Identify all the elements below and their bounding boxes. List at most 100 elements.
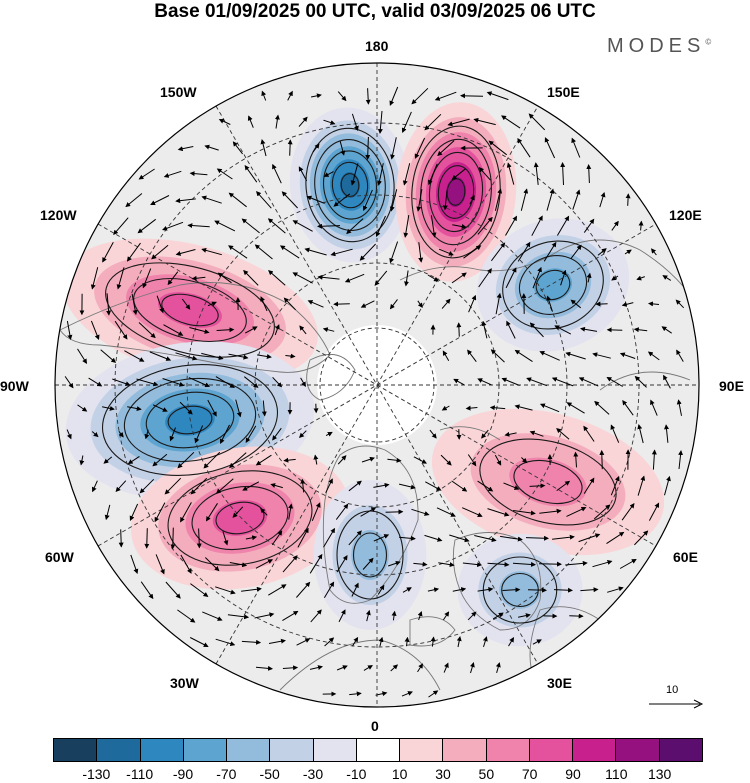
wind-vector [283, 457, 296, 463]
wind-vector [619, 352, 636, 359]
wind-vector [571, 137, 581, 158]
wind-vector [64, 376, 74, 389]
wind-vector [488, 140, 508, 156]
wind-vector [529, 322, 544, 338]
wind-vector [417, 300, 423, 309]
colorbar-tick-label: 10 [391, 766, 408, 782]
contour-line [502, 240, 604, 330]
wind-vector [572, 189, 581, 210]
wind-vector [137, 218, 157, 234]
wind-vector [413, 456, 427, 464]
wind-vector [514, 349, 533, 363]
wind-vector [338, 609, 346, 623]
wind-vector [138, 168, 155, 180]
wind-vector [323, 527, 336, 548]
wind-vector [272, 376, 283, 388]
wind-vector [296, 581, 311, 598]
wind-vector [427, 587, 440, 593]
colorbar-swatch [54, 739, 98, 761]
wind-vector [418, 242, 424, 263]
colorbar-tick-label: 90 [565, 766, 581, 782]
wind-vector [430, 215, 437, 238]
colorbar-tick-label: 50 [478, 766, 495, 782]
wind-vector [514, 404, 533, 411]
wind-vector [570, 244, 582, 259]
contour-line [101, 364, 279, 476]
wind-vector [309, 665, 323, 670]
wind-vector [311, 93, 322, 99]
wind-vector [637, 424, 644, 444]
colorbar-swatch [529, 739, 574, 761]
wind-vector [583, 425, 595, 442]
wind-vector [664, 424, 669, 443]
wind-vector [187, 223, 210, 229]
wind-vector [216, 327, 235, 333]
wind-vector [90, 320, 100, 341]
wind-vector [503, 482, 520, 490]
contour-line [411, 125, 501, 259]
wind-vector [477, 216, 493, 235]
wind-vector [181, 298, 191, 310]
wind-vector [622, 399, 634, 416]
wind-vector [650, 248, 657, 256]
wind-vector [90, 267, 99, 290]
wind-vector [676, 399, 682, 416]
wind-vector [330, 248, 353, 257]
wind-vector [424, 534, 443, 542]
wind-vector [189, 327, 210, 334]
wind-vector [403, 215, 410, 238]
wind-vector [282, 555, 298, 573]
contour-line [145, 391, 235, 449]
wind-vector [322, 327, 335, 333]
wind-vector [583, 477, 595, 494]
colorbar-swatch [97, 739, 141, 761]
wind-vector [244, 164, 258, 183]
wind-vector [164, 477, 182, 495]
wind-vector [272, 427, 282, 441]
wind-vector [130, 554, 139, 575]
wind-vector [437, 140, 455, 157]
wind-vector [152, 453, 168, 467]
wind-vector [222, 531, 229, 546]
wind-vector [539, 508, 562, 514]
wind-vector [447, 118, 470, 127]
wind-vector [365, 136, 371, 160]
wind-vector [162, 221, 184, 231]
wind-vector [504, 431, 517, 437]
colorbar [53, 738, 703, 762]
wind-vector [297, 527, 309, 548]
wind-vector [486, 91, 509, 101]
wind-vector [113, 217, 129, 236]
wind-vector [323, 171, 334, 177]
wind-vector [207, 301, 217, 307]
wind-vector [387, 457, 402, 463]
wind-vector [282, 665, 299, 671]
colorbar-tick-label: -70 [216, 766, 237, 782]
wind-vector [162, 378, 185, 387]
wind-vector [323, 119, 336, 125]
wind-vector [467, 454, 477, 467]
wind-vector [188, 377, 211, 388]
wind-vector [156, 295, 164, 314]
wind-vector [573, 451, 579, 468]
colorbar-tick-label: -30 [302, 766, 324, 782]
wind-vector [463, 245, 482, 259]
wind-vector [287, 90, 293, 101]
wind-vector [461, 507, 483, 517]
wind-vector [205, 503, 218, 522]
colorbar-swatch [270, 739, 314, 761]
wind-vector [163, 324, 184, 336]
wind-vector [167, 271, 179, 286]
contour-line [420, 138, 492, 246]
wind-vector [556, 428, 570, 440]
wind-vector [553, 587, 573, 593]
wind-vector [360, 507, 377, 517]
wind-vector [363, 665, 373, 671]
wind-vector [100, 349, 117, 363]
wind-vector [229, 562, 248, 568]
wind-vector [102, 242, 114, 263]
colorbar-swatch [140, 739, 184, 761]
contour-line [352, 532, 388, 578]
wind-vector [151, 244, 169, 260]
wind-vector [255, 665, 273, 671]
